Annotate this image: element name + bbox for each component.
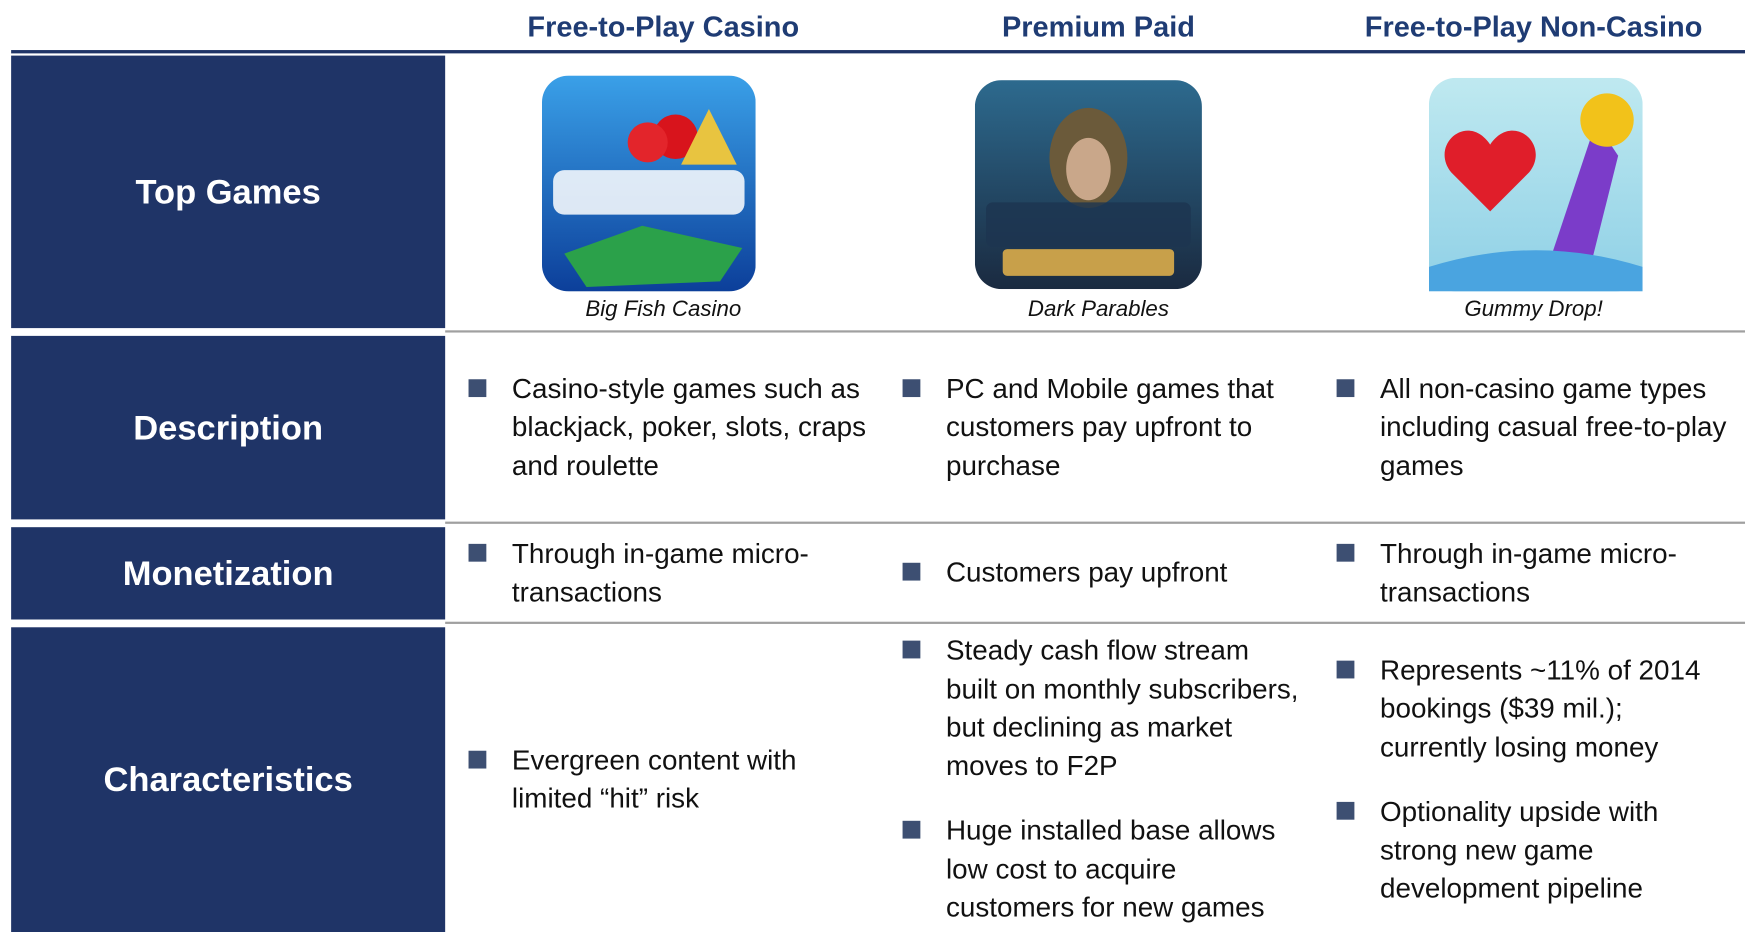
icon-art <box>1429 78 1643 292</box>
bullet-item: Casino-style games such as blackjack, po… <box>451 370 891 485</box>
bullet-square <box>469 544 487 562</box>
bullet-square <box>469 750 487 768</box>
bullet-text: Through in-game micro-transactions <box>1380 535 1736 612</box>
row-separator <box>445 522 1745 524</box>
bullet-item: Through in-game micro-transactions <box>451 535 891 612</box>
bullet-square <box>903 379 921 397</box>
row-label: Description <box>11 336 445 520</box>
column-header: Free-to-Play Casino <box>441 4 886 48</box>
bullet-item: Huge installed base allows low cost to a… <box>885 812 1325 927</box>
bullet-item: Customers pay upfront <box>885 554 1325 592</box>
bullet-text: Steady cash flow stream built on monthly… <box>946 632 1302 785</box>
bullet-text: Represents ~11% of 2014 bookings ($39 mi… <box>1380 651 1736 766</box>
bullet-text: Casino-style games such as blackjack, po… <box>512 370 868 485</box>
game-caption: Big Fish Casino <box>496 294 830 325</box>
bullet-square <box>1337 802 1355 820</box>
bullet-text: Evergreen content with limited “hit” ris… <box>512 741 868 818</box>
cell: Through in-game micro-transactions <box>451 527 891 619</box>
cell: Casino-style games such as blackjack, po… <box>451 336 891 520</box>
column-header: Free-to-Play Non-Casino <box>1311 4 1745 48</box>
bullet-item: Optionality upside with strong new game … <box>1319 793 1745 908</box>
row-label: Monetization <box>11 527 445 619</box>
bullet-item: Represents ~11% of 2014 bookings ($39 mi… <box>1319 651 1745 766</box>
bullet-text: Optionality upside with strong new game … <box>1380 793 1736 908</box>
game-caption: Dark Parables <box>931 294 1265 325</box>
bullet-text: All non-casino game types including casu… <box>1380 370 1736 485</box>
bullet-text: Huge installed base allows low cost to a… <box>946 812 1302 927</box>
bullet-square <box>1337 660 1355 678</box>
row-label: Characteristics <box>11 627 445 932</box>
game-icon <box>542 76 756 292</box>
bullet-text: Customers pay upfront <box>946 554 1302 592</box>
cell: Customers pay upfront <box>885 527 1325 619</box>
bullet-square <box>1337 544 1355 562</box>
cell: Represents ~11% of 2014 bookings ($39 mi… <box>1319 627 1745 932</box>
game-icon <box>975 80 1202 289</box>
bullet-square <box>903 821 921 839</box>
cell: PC and Mobile games that customers pay u… <box>885 336 1325 520</box>
bullet-item: Steady cash flow stream built on monthly… <box>885 632 1325 785</box>
bullet-square <box>903 641 921 659</box>
row-separator <box>445 330 1745 332</box>
bullet-text: Through in-game micro-transactions <box>512 535 868 612</box>
cell: Through in-game micro-transactions <box>1319 527 1745 619</box>
cell: Evergreen content with limited “hit” ris… <box>451 627 891 932</box>
column-header: Premium Paid <box>876 4 1321 48</box>
cell: Steady cash flow stream built on monthly… <box>885 627 1325 932</box>
bullet-item: Through in-game micro-transactions <box>1319 535 1745 612</box>
header-rule <box>11 50 1745 53</box>
row-label: Top Games <box>11 56 445 328</box>
game-icon <box>1429 78 1643 292</box>
bullet-text: PC and Mobile games that customers pay u… <box>946 370 1302 485</box>
bullet-square <box>469 379 487 397</box>
icon-art <box>542 76 756 292</box>
slide: Free-to-Play CasinoPremium PaidFree-to-P… <box>0 0 1745 932</box>
bullet-item: Evergreen content with limited “hit” ris… <box>451 741 891 818</box>
game-caption: Gummy Drop! <box>1367 294 1701 325</box>
bullet-square <box>1337 379 1355 397</box>
bullet-square <box>903 563 921 581</box>
row-separator <box>445 622 1745 624</box>
icon-art <box>975 80 1202 289</box>
page: {"columns": ["Free-to-Play Casino", "Pre… <box>0 0 1745 932</box>
bullet-item: PC and Mobile games that customers pay u… <box>885 370 1325 485</box>
cell: All non-casino game types including casu… <box>1319 336 1745 520</box>
bullet-item: All non-casino game types including casu… <box>1319 370 1745 485</box>
